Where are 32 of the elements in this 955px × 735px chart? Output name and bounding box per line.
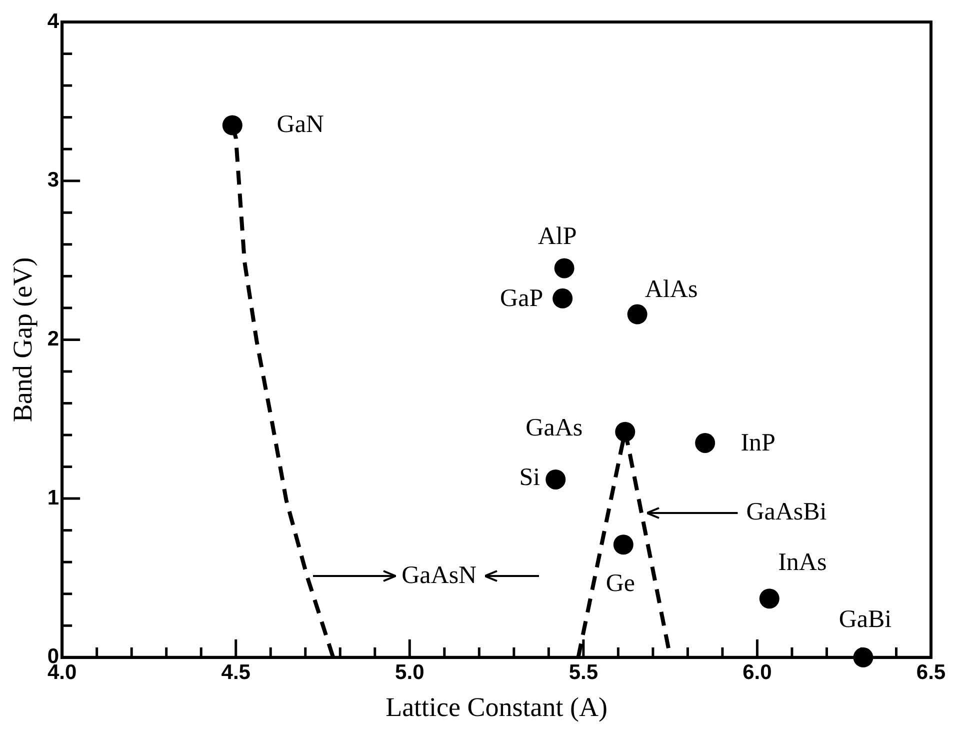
annotation: GaAsN (402, 562, 477, 589)
point (695, 432, 716, 453)
y-tick-label: 1 (47, 486, 60, 510)
annotation: GaAsBi (746, 498, 827, 526)
y-axis-title: Band Gap (eV) (7, 257, 38, 422)
y-tick-label: 3 (47, 168, 60, 192)
point (222, 115, 242, 136)
annotation: GaBi (838, 606, 892, 633)
x-tick-label: 5.0 (395, 660, 424, 684)
x-tick-label: 6.5 (916, 660, 946, 684)
point (546, 469, 566, 490)
x-tick-label: 4.5 (221, 660, 251, 684)
point (627, 304, 648, 324)
annotation: GaP (500, 284, 544, 312)
y-tick-label: 4 (47, 10, 60, 33)
annotation: Si (519, 464, 540, 492)
point (613, 534, 634, 555)
annotation: GaAs (526, 414, 583, 442)
annotation: AlAs (644, 276, 698, 303)
annotation: GaN (276, 110, 324, 138)
y-tick-label: 2 (47, 327, 60, 350)
x-tick-label: 5.5 (568, 660, 598, 684)
point (552, 288, 573, 308)
annotation: AlP (538, 222, 577, 250)
annotation: InAs (778, 549, 827, 576)
x-tick-label: 6.0 (742, 660, 772, 684)
point (615, 422, 636, 442)
point (759, 588, 780, 609)
annotation: Ge (606, 570, 635, 598)
annotation: InP (740, 430, 776, 457)
point (554, 258, 574, 278)
x-axis-title: Lattice Constant (A) (386, 692, 608, 722)
